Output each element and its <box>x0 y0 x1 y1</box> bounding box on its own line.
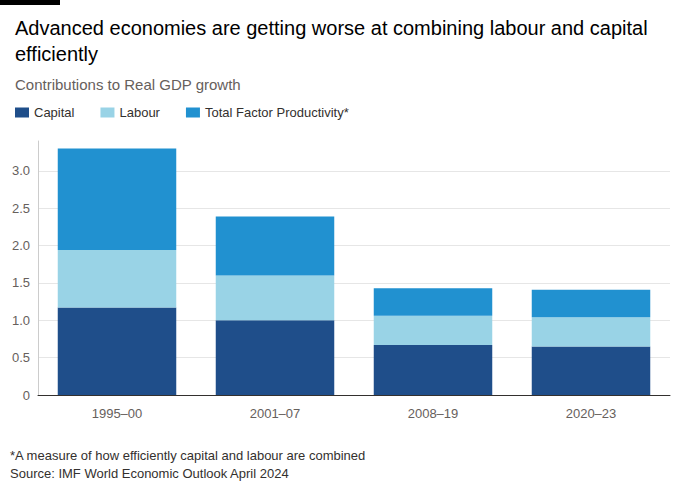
svg-text:2.5: 2.5 <box>12 201 30 216</box>
svg-text:Total Factor Productivity*: Total Factor Productivity* <box>205 105 349 120</box>
svg-text:Labour: Labour <box>119 105 160 120</box>
svg-text:Capital: Capital <box>34 105 75 120</box>
svg-text:Contributions to Real GDP grow: Contributions to Real GDP growth <box>15 76 241 93</box>
svg-text:0: 0 <box>23 388 30 403</box>
svg-text:2.0: 2.0 <box>12 238 30 253</box>
svg-text:1995–00: 1995–00 <box>92 406 143 421</box>
svg-text:efficiently: efficiently <box>15 43 98 65</box>
svg-text:2020–23: 2020–23 <box>566 406 617 421</box>
svg-text:Advanced economies are getting: Advanced economies are getting worse at … <box>15 17 653 39</box>
svg-text:1.0: 1.0 <box>12 313 30 328</box>
svg-text:1.5: 1.5 <box>12 275 30 290</box>
svg-text:2008–19: 2008–19 <box>408 406 459 421</box>
svg-text:Source: IMF World Economic Out: Source: IMF World Economic Outlook April… <box>10 466 289 481</box>
svg-text:2001–07: 2001–07 <box>250 406 301 421</box>
svg-text:*A measure of how efficiently: *A measure of how efficiently capital an… <box>10 448 365 463</box>
svg-text:0.5: 0.5 <box>12 350 30 365</box>
svg-text:3.0: 3.0 <box>12 163 30 178</box>
